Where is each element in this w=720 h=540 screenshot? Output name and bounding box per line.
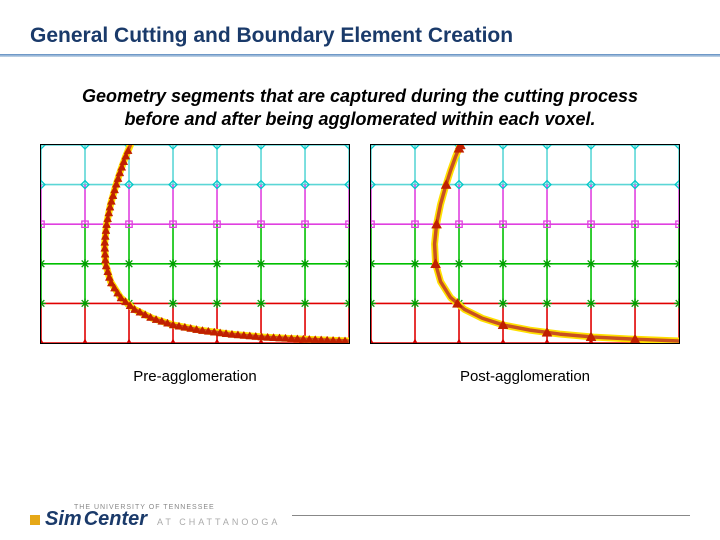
subtitle: Geometry segments that are captured duri…	[0, 65, 720, 144]
chart-svg-right	[371, 145, 679, 343]
title-underline	[0, 54, 720, 57]
charts-row	[0, 144, 720, 344]
footer-line	[292, 515, 690, 516]
logo: THE UNIVERSITY OF TENNESSEE Sim Center A…	[30, 500, 280, 531]
caption-left: Pre-agglomeration	[40, 368, 350, 385]
logo-center: Center	[84, 508, 147, 531]
logo-sim: Sim	[45, 508, 82, 531]
logo-at: AT CHATTANOOGA	[157, 517, 280, 527]
title-bar: General Cutting and Boundary Element Cre…	[0, 0, 720, 65]
caption-right: Post-agglomeration	[370, 368, 680, 385]
page-title: General Cutting and Boundary Element Cre…	[30, 24, 690, 48]
footer: THE UNIVERSITY OF TENNESSEE Sim Center A…	[0, 490, 720, 540]
chart-pre-agglomeration	[40, 144, 350, 344]
logo-block-icon	[30, 515, 40, 525]
logo-university: THE UNIVERSITY OF TENNESSEE	[74, 504, 215, 511]
chart-post-agglomeration	[370, 144, 680, 344]
chart-svg-left	[41, 145, 349, 343]
captions-row: Pre-agglomeration Post-agglomeration	[0, 344, 720, 385]
